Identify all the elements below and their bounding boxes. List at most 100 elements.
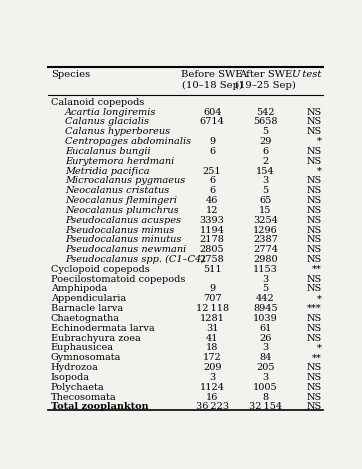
Text: 3: 3 [262, 275, 269, 284]
Text: *: * [317, 137, 321, 146]
Text: Pseudocalanus mimus: Pseudocalanus mimus [65, 226, 174, 234]
Text: Gymnosomata: Gymnosomata [51, 353, 121, 362]
Text: 15: 15 [259, 206, 272, 215]
Text: 26: 26 [259, 333, 272, 342]
Text: Metridia pacifica: Metridia pacifica [65, 166, 150, 175]
Text: 3: 3 [209, 373, 215, 382]
Text: NS: NS [306, 117, 321, 127]
Text: NS: NS [306, 314, 321, 323]
Text: 46: 46 [206, 196, 218, 205]
Text: NS: NS [306, 324, 321, 333]
Text: Calanus glacialis: Calanus glacialis [65, 117, 149, 127]
Text: NS: NS [306, 255, 321, 264]
Text: 3: 3 [262, 373, 269, 382]
Text: 2: 2 [262, 157, 269, 166]
Text: Hydrozoa: Hydrozoa [51, 363, 98, 372]
Text: 41: 41 [206, 333, 218, 342]
Text: 84: 84 [259, 353, 272, 362]
Text: 3: 3 [262, 176, 269, 185]
Text: 12: 12 [206, 206, 218, 215]
Text: 707: 707 [203, 294, 222, 303]
Text: 604: 604 [203, 107, 222, 117]
Text: Pseudocalanus minutus: Pseudocalanus minutus [65, 235, 181, 244]
Text: *: * [317, 294, 321, 303]
Text: Eurytemora herdmani: Eurytemora herdmani [65, 157, 174, 166]
Text: NS: NS [306, 147, 321, 156]
Text: 542: 542 [256, 107, 275, 117]
Text: NS: NS [306, 275, 321, 284]
Text: 3254: 3254 [253, 216, 278, 225]
Text: 8945: 8945 [253, 304, 278, 313]
Text: 172: 172 [203, 353, 222, 362]
Text: 2805: 2805 [200, 245, 224, 254]
Text: **: ** [312, 353, 321, 362]
Text: NS: NS [306, 127, 321, 136]
Text: Poecilostomatoid copepods: Poecilostomatoid copepods [51, 275, 185, 284]
Text: 6: 6 [209, 186, 215, 195]
Text: Before SWE
(10–18 Sep): Before SWE (10–18 Sep) [181, 70, 243, 90]
Text: Cyclopoid copepods: Cyclopoid copepods [51, 265, 150, 274]
Text: 36 223: 36 223 [195, 402, 229, 411]
Text: NS: NS [306, 393, 321, 401]
Text: *: * [317, 166, 321, 175]
Text: Echinodermata larva: Echinodermata larva [51, 324, 155, 333]
Text: NS: NS [306, 333, 321, 342]
Text: Acartia longiremis: Acartia longiremis [65, 107, 156, 117]
Text: NS: NS [306, 373, 321, 382]
Text: 5: 5 [262, 127, 269, 136]
Text: NS: NS [306, 363, 321, 372]
Text: 5: 5 [262, 285, 269, 294]
Text: 511: 511 [203, 265, 222, 274]
Text: 6: 6 [209, 176, 215, 185]
Text: 16: 16 [206, 393, 218, 401]
Text: Euphausicea: Euphausicea [51, 343, 114, 352]
Text: NS: NS [306, 245, 321, 254]
Text: 2980: 2980 [253, 255, 278, 264]
Text: 1124: 1124 [200, 383, 225, 392]
Text: 12 118: 12 118 [195, 304, 229, 313]
Text: Total zooplankton: Total zooplankton [51, 402, 148, 411]
Text: 65: 65 [259, 196, 272, 205]
Text: 251: 251 [203, 166, 222, 175]
Text: 32 154: 32 154 [249, 402, 282, 411]
Text: Barnacle larva: Barnacle larva [51, 304, 123, 313]
Text: Species: Species [51, 70, 90, 79]
Text: 1005: 1005 [253, 383, 278, 392]
Text: 154: 154 [256, 166, 275, 175]
Text: 29: 29 [259, 137, 272, 146]
Text: NS: NS [306, 383, 321, 392]
Text: NS: NS [306, 157, 321, 166]
Text: 31: 31 [206, 324, 218, 333]
Text: Polychaeta: Polychaeta [51, 383, 105, 392]
Text: After SWE
(19–25 Sep): After SWE (19–25 Sep) [235, 70, 296, 90]
Text: 1039: 1039 [253, 314, 278, 323]
Text: 61: 61 [259, 324, 272, 333]
Text: Amphipoda: Amphipoda [51, 285, 107, 294]
Text: 6: 6 [209, 147, 215, 156]
Text: 3393: 3393 [200, 216, 224, 225]
Text: Eubrachyura zoea: Eubrachyura zoea [51, 333, 140, 342]
Text: Chaetognatha: Chaetognatha [51, 314, 120, 323]
Text: Neocalanus cristatus: Neocalanus cristatus [65, 186, 169, 195]
Text: Centropages abdominalis: Centropages abdominalis [65, 137, 191, 146]
Text: 6: 6 [262, 147, 269, 156]
Text: Pseudocalanus spp. (C1–C4): Pseudocalanus spp. (C1–C4) [65, 255, 205, 264]
Text: Calanoid copepods: Calanoid copepods [51, 98, 144, 107]
Text: 5658: 5658 [253, 117, 278, 127]
Text: *: * [317, 343, 321, 352]
Text: NS: NS [306, 235, 321, 244]
Text: NS: NS [306, 176, 321, 185]
Text: NS: NS [306, 196, 321, 205]
Text: 18: 18 [206, 343, 218, 352]
Text: 2774: 2774 [253, 245, 278, 254]
Text: **: ** [312, 265, 321, 274]
Text: NS: NS [306, 216, 321, 225]
Text: NS: NS [306, 206, 321, 215]
Text: Neocalanus flemingeri: Neocalanus flemingeri [65, 196, 177, 205]
Text: 1296: 1296 [253, 226, 278, 234]
Text: NS: NS [306, 285, 321, 294]
Text: Neocalanus plumchrus: Neocalanus plumchrus [65, 206, 178, 215]
Text: NS: NS [306, 226, 321, 234]
Text: 2387: 2387 [253, 235, 278, 244]
Text: 6714: 6714 [200, 117, 224, 127]
